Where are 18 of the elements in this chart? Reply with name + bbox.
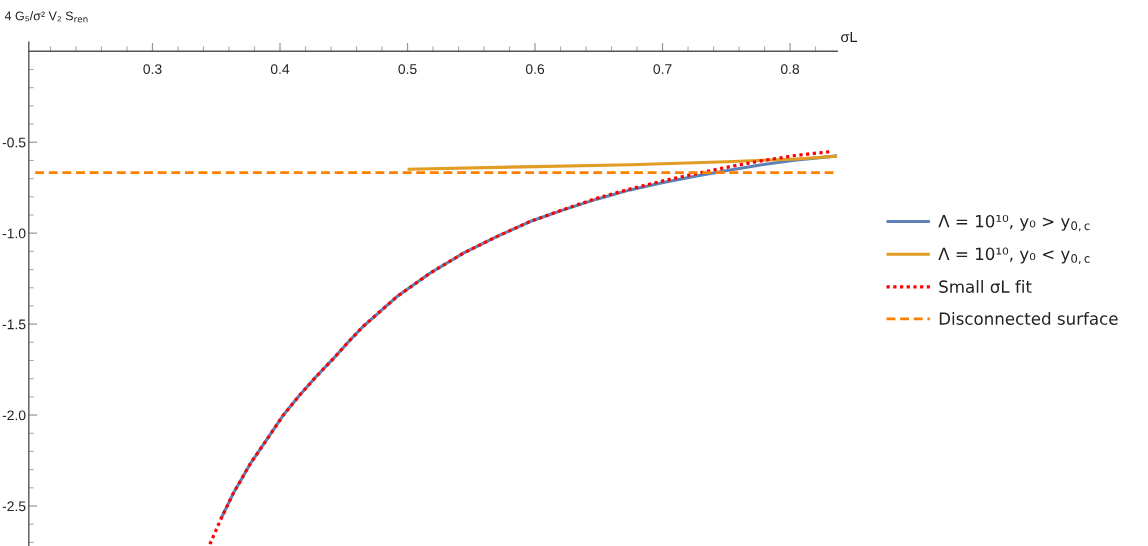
x-tick-label: 0.3: [143, 64, 162, 74]
y-tick-label: -1.5: [2, 319, 26, 330]
y-tick-label: -2.0: [2, 410, 26, 421]
legend-label: Λ = 10¹⁰, y₀ < y$_{0,c}$: [938, 247, 1090, 265]
x-tick-label: 0.8: [780, 64, 800, 74]
x-tick-label: 0.7: [653, 64, 672, 74]
y-tick-label: -1.0: [2, 228, 26, 239]
legend-label: Λ = 10¹⁰, y₀ > y$_{0,c}$: [938, 214, 1090, 232]
x-axis-title: σL: [841, 31, 858, 43]
x-tick-label: 0.6: [525, 64, 545, 74]
legend-label: Disconnected surface: [939, 312, 1118, 325]
legend-label: Small σL fit: [939, 280, 1032, 293]
x-tick-label: 0.5: [398, 64, 417, 74]
line-series: [405, 154, 838, 171]
x-tick-label: 0.4: [270, 64, 290, 74]
y-axis-title: 4 G₅/σ² V₂ S$_{ren}$: [4, 11, 88, 23]
y-tick-label: -0.5: [2, 137, 26, 148]
y-tick-label: -2.5: [2, 501, 26, 512]
